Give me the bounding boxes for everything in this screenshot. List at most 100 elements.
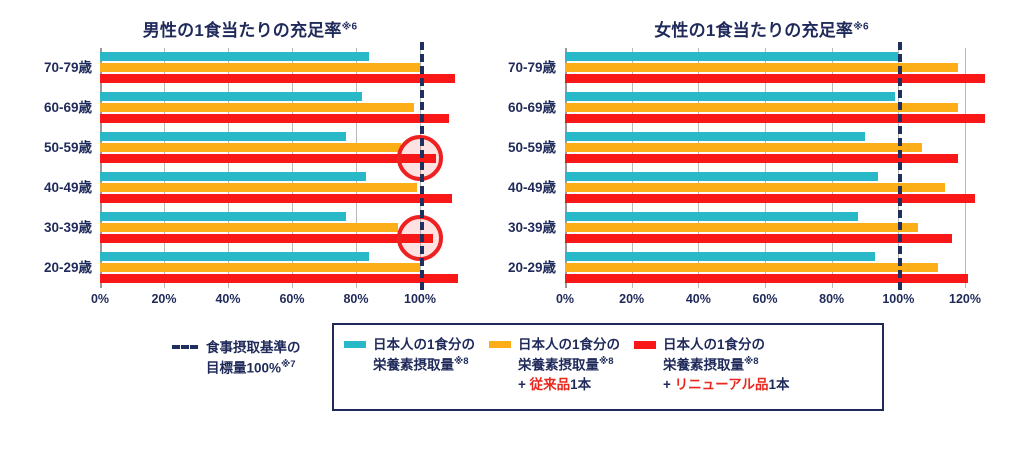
bar-series2 bbox=[565, 183, 945, 192]
chart-panel-female: 女性の1食当たりの充足率※6 70-79歳 60-69歳 50-59歳 40-49歳 3… bbox=[500, 0, 1023, 310]
legend-target-line2: 目標量100% bbox=[206, 360, 282, 376]
bar-group bbox=[565, 168, 975, 208]
bar-series3 bbox=[565, 154, 959, 163]
legend-series3-line3-suffix: 1本 bbox=[768, 376, 790, 392]
bar-series2 bbox=[100, 103, 414, 112]
bar-series2 bbox=[100, 183, 417, 192]
bar-series3 bbox=[565, 74, 985, 83]
legend-series3-line2: 栄養素摂取量 bbox=[663, 357, 745, 373]
target-line-100-percent bbox=[420, 42, 424, 290]
chart-title-male-text: 男性の1食当たりの充足率 bbox=[142, 21, 342, 40]
bar-series3 bbox=[100, 114, 449, 123]
bar-series1 bbox=[100, 132, 347, 141]
chart-title-female: 女性の1食当たりの充足率※6 bbox=[500, 16, 1023, 41]
x-axis-label: 20% bbox=[151, 292, 177, 306]
gridline bbox=[164, 48, 165, 288]
y-axis-label: 70-79歳 bbox=[43, 60, 92, 75]
legend-series3-line1: 日本人の1食分の bbox=[663, 337, 766, 352]
legend-item-series2: 日本人の1食分の 栄養素摂取量※8 + 従来品1本 bbox=[489, 335, 620, 394]
legend-series2-line2: 栄養素摂取量 bbox=[518, 357, 600, 373]
bar-group bbox=[565, 88, 985, 128]
legend-target-line1: 食事摂取基準の bbox=[206, 340, 301, 355]
gridline bbox=[965, 48, 966, 288]
bar-series3 bbox=[565, 274, 969, 283]
legend-item-series2-label: 日本人の1食分の 栄養素摂取量※8 + 従来品1本 bbox=[518, 335, 620, 394]
dashed-line-icon bbox=[172, 345, 198, 349]
y-axis-label: 60-69歳 bbox=[43, 100, 92, 115]
bar-group bbox=[100, 248, 459, 288]
x-axis-label: 60% bbox=[752, 292, 778, 306]
bar-series1 bbox=[565, 252, 875, 261]
x-axis-label: 20% bbox=[619, 292, 645, 306]
bar-group bbox=[100, 168, 452, 208]
bar-series3 bbox=[100, 74, 456, 83]
bar-series1 bbox=[565, 52, 899, 61]
bar-series1 bbox=[565, 172, 879, 181]
bar-series1 bbox=[100, 212, 347, 221]
bar-series3 bbox=[100, 274, 459, 283]
y-axis-line bbox=[565, 48, 567, 288]
y-axis-label: 40-49歳 bbox=[43, 180, 92, 195]
bar-series3 bbox=[565, 194, 975, 203]
bar-series1 bbox=[565, 212, 859, 221]
bar-series1 bbox=[100, 52, 369, 61]
x-axis-label: 100% bbox=[882, 292, 915, 306]
legend-series3-footnote: ※8 bbox=[744, 355, 759, 367]
legend-series2-line1: 日本人の1食分の bbox=[518, 337, 621, 352]
bar-series2 bbox=[565, 143, 922, 152]
gridline bbox=[292, 48, 293, 288]
legend-item-series3: 日本人の1食分の 栄養素摂取量※8 + リニューアル品1本 bbox=[634, 335, 790, 394]
plot-area-female bbox=[565, 42, 985, 290]
bar-group bbox=[565, 248, 969, 288]
bar-series2 bbox=[565, 103, 959, 112]
bar-group bbox=[100, 208, 433, 248]
legend-swatch-red-icon bbox=[634, 341, 657, 349]
bar-series2 bbox=[565, 223, 919, 232]
y-axis-label: 50-59歳 bbox=[507, 140, 556, 155]
bar-group bbox=[100, 128, 436, 168]
bar-series3 bbox=[100, 194, 452, 203]
bar-group bbox=[565, 208, 965, 248]
chart-title-female-footnote: ※6 bbox=[853, 21, 869, 33]
x-axis-label: 100% bbox=[404, 292, 436, 306]
y-axis-line bbox=[100, 48, 102, 288]
gridline bbox=[698, 48, 700, 288]
chart-panel-male: 男性の1食当たりの充足率※6 70-79歳 60-69歳 50-59歳 40-49歳 3… bbox=[0, 0, 500, 310]
x-axis-label: 0% bbox=[555, 292, 575, 306]
y-axis-label: 30-39歳 bbox=[43, 220, 92, 235]
chart-title-female-text: 女性の1食当たりの充足率 bbox=[654, 21, 854, 40]
x-axis-label: 40% bbox=[685, 292, 711, 306]
legend-series2-accent: 従来品 bbox=[529, 376, 571, 392]
legend-swatch-cyan-icon bbox=[344, 341, 366, 348]
bar-series3 bbox=[565, 114, 985, 123]
gridline bbox=[631, 48, 633, 288]
legend-series1-line2: 栄養素摂取量 bbox=[373, 357, 454, 373]
x-axis-label: 80% bbox=[819, 292, 845, 306]
bar-series3 bbox=[100, 154, 436, 163]
gridline bbox=[228, 48, 229, 288]
legend-series-box: 日本人の1食分の 栄養素摂取量※8 日本人の1食分の 栄養素摂取量※8 + 従来… bbox=[332, 323, 884, 411]
bar-series2 bbox=[100, 263, 420, 272]
target-line-100-percent bbox=[898, 42, 903, 290]
legend-target-line: 食事摂取基準の 目標量100%※7 bbox=[172, 338, 332, 378]
legend-item-series1: 日本人の1食分の 栄養素摂取量※8 bbox=[344, 335, 475, 375]
legend-target-footnote: ※7 bbox=[281, 358, 296, 370]
legend-series3-accent: リニューアル品 bbox=[674, 376, 769, 392]
plot-area-male bbox=[100, 42, 459, 290]
x-axis-label: 120% bbox=[949, 292, 981, 306]
y-axis-label: 60-69歳 bbox=[507, 100, 556, 115]
legend-series1-footnote: ※8 bbox=[454, 355, 469, 367]
x-axis-label: 60% bbox=[279, 292, 305, 306]
legend-series2-footnote: ※8 bbox=[599, 355, 614, 367]
bar-series3 bbox=[100, 234, 433, 243]
bar-series3 bbox=[565, 234, 952, 243]
legend-series1-line1: 日本人の1食分の bbox=[373, 337, 476, 352]
legend-series3-line3-prefix: + bbox=[663, 376, 675, 392]
chart-legend: 食事摂取基準の 目標量100%※7 日本人の1食分の 栄養素摂取量※8 日本人の… bbox=[0, 320, 1023, 440]
gridline bbox=[356, 48, 357, 288]
y-axis-label: 40-49歳 bbox=[507, 180, 556, 195]
x-axis-label: 40% bbox=[215, 292, 241, 306]
y-axis-label: 20-29歳 bbox=[43, 260, 92, 275]
bar-series1 bbox=[565, 92, 895, 101]
